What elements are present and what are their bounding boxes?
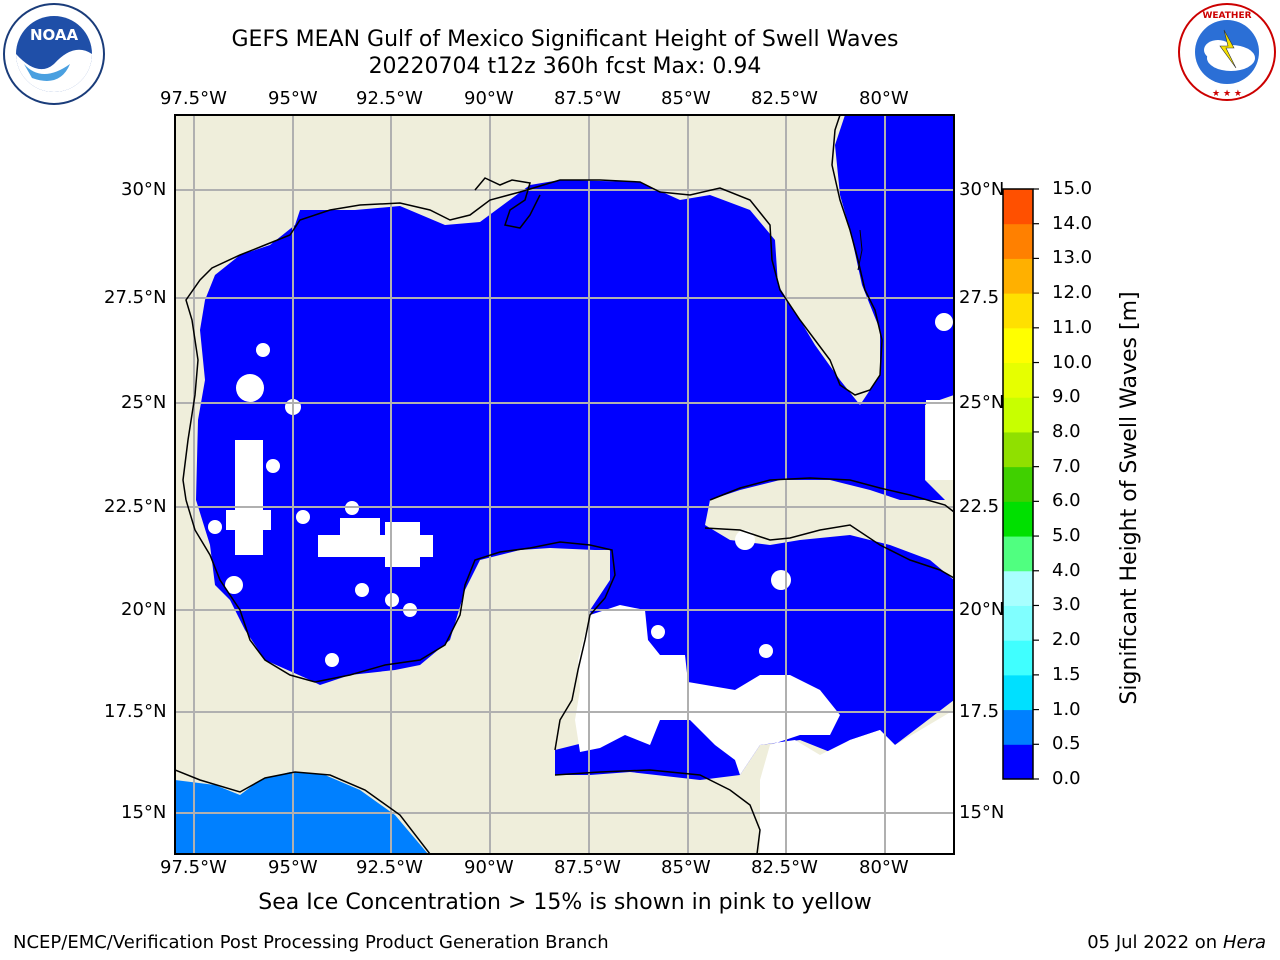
colorbar-tick-label: 10.0 [1052,351,1093,373]
colorbar-segment [1003,431,1033,468]
footer-credit: NCEP/EMC/Verification Post Processing Pr… [13,932,609,953]
colorbar-tick-label: 14.0 [1052,212,1093,234]
graticule [175,115,954,854]
lat-tick-left: 25°N [121,392,167,413]
lon-tick-bottom: 90°W [464,857,514,878]
colorbar-frame [1002,188,1034,780]
noaa-logo: NOAA [3,3,105,105]
colorbar-segment [1003,223,1033,259]
svg-text:★ ★ ★: ★ ★ ★ [1212,89,1242,99]
lon-tick-bottom: 87.5°W [554,857,621,878]
footer-host: Hera [1222,932,1266,953]
lon-tick-bottom: 92.5°W [356,857,423,878]
colorbar-tick-label: 7.0 [1052,455,1081,477]
colorbar-tick-label: 13.0 [1052,247,1093,269]
colorbar-segment [1003,536,1033,572]
chart-subtitle: 20220704 t12z 360h fcst Max: 0.94 [368,54,762,79]
lon-tick-top: 87.5°W [554,88,621,109]
colorbar-segment [1003,640,1033,676]
lat-tick-left: 20°N [121,599,167,620]
lon-tick-top: 90°W [464,88,514,109]
chart-title: GEFS MEAN Gulf of Mexico Significant Hei… [231,27,899,52]
colorbar-tick-label: 5.0 [1052,525,1081,547]
sea-ice-note: Sea Ice Concentration > 15% is shown in … [258,890,872,915]
nws-logo: WEATHER ★ ★ ★ [1178,3,1276,101]
lat-tick-right: 25°N [959,392,1005,413]
lon-tick-bottom: 95°W [268,857,318,878]
colorbar-segment [1003,189,1033,225]
colorbar-segment [1003,258,1033,294]
colorbar-segment [1003,362,1033,398]
colorbar [1003,189,1033,780]
lon-tick-bottom: 97.5°W [160,857,227,878]
colorbar-tick-label: 9.0 [1052,386,1081,408]
lat-tick-right: 17.5 [959,701,1000,722]
lat-tick-right: 30°N [959,179,1005,200]
colorbar-label: Significant Height of Swell Waves [m] [1117,291,1142,705]
colorbar-segment [1003,397,1033,433]
footer-date-text: 05 Jul 2022 on [1087,932,1218,953]
colorbar-segment [1003,501,1033,537]
colorbar-segment [1003,466,1033,502]
colorbar-segment [1003,674,1033,711]
colorbar-segment [1003,605,1033,641]
lat-tick-left: 15°N [121,802,167,823]
colorbar-tick-label: 6.0 [1052,490,1081,512]
lon-tick-bottom: 82.5°W [751,857,818,878]
colorbar-segment [1003,327,1033,364]
lon-tick-top: 95°W [268,88,318,109]
lat-tick-left: 27.5°N [104,287,167,308]
lon-tick-top: 97.5°W [160,88,227,109]
lat-tick-right: 15°N [959,802,1005,823]
colorbar-tick-label: 4.0 [1052,559,1081,581]
map-frame [174,114,955,855]
lon-tick-top: 85°W [661,88,711,109]
colorbar-tick-marks [1033,188,1039,780]
colorbar-segment [1003,744,1033,780]
colorbar-segment [1003,570,1033,606]
colorbar-tick-label: 3.0 [1052,594,1081,616]
lon-tick-top: 92.5°W [356,88,423,109]
colorbar-tick-label: 15.0 [1052,178,1093,199]
colorbar-tick-label: 12.0 [1052,282,1093,304]
colorbar-segment [1003,293,1033,329]
colorbar-tick-label: 11.0 [1052,316,1093,338]
colorbar-tick-label: 2.0 [1052,629,1081,651]
map-area [175,115,954,854]
colorbar-tick-label: 0.5 [1052,733,1081,755]
coastlines [175,115,954,854]
svg-text:NOAA: NOAA [30,26,79,44]
lat-tick-left: 17.5°N [104,701,167,722]
colorbar-tick-label: 1.5 [1052,663,1081,685]
lat-tick-right: 27.5 [959,287,1000,308]
lon-tick-bottom: 85°W [661,857,711,878]
lon-tick-top: 80°W [859,88,909,109]
lat-tick-left: 22.5°N [104,496,167,517]
lat-tick-right: 20°N [959,599,1005,620]
lat-tick-right: 22.5 [959,496,1000,517]
footer-date: 05 Jul 2022 on Hera [1087,932,1266,953]
lon-tick-bottom: 80°W [859,857,909,878]
colorbar-tick-label: 8.0 [1052,420,1081,442]
colorbar-tick-label: 0.0 [1052,768,1081,789]
colorbar-segment [1003,709,1033,745]
colorbar-tick-label: 1.0 [1052,698,1081,720]
svg-text:WEATHER: WEATHER [1202,11,1251,21]
lat-tick-left: 30°N [121,179,167,200]
ocean-swell-0-0.5 [196,115,954,780]
lon-tick-top: 82.5°W [751,88,818,109]
